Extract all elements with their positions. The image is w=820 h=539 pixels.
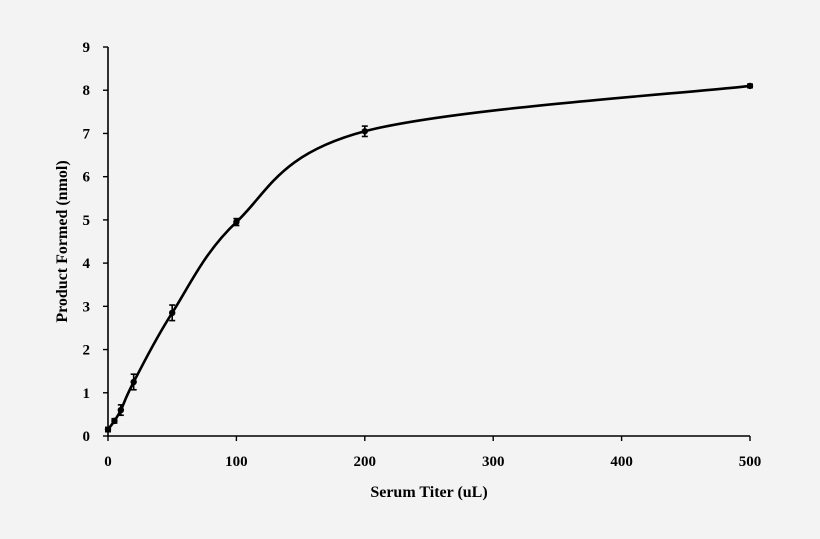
y-tick-label: 5: [83, 213, 91, 229]
plot-series: [104, 82, 754, 433]
y-tick-label: 8: [83, 83, 91, 99]
data-point: [361, 128, 368, 135]
y-ticks: 0 1 2 3 4 5 6 7 8 9: [83, 40, 108, 445]
y-tick-label: 3: [83, 299, 91, 315]
y-tick-label: 2: [83, 343, 91, 359]
y-tick-label: 6: [83, 170, 91, 186]
data-point: [169, 309, 176, 317]
x-tick-label: 100: [225, 454, 248, 470]
data-point: [117, 406, 125, 414]
y-tick-label: 0: [83, 429, 91, 445]
y-tick-label: 9: [83, 40, 91, 56]
y-tick-label: 1: [83, 386, 91, 402]
data-point: [111, 417, 118, 425]
y-tick-label: 4: [83, 256, 91, 272]
data-point: [746, 82, 754, 90]
x-axis-title: Serum Titer (uL): [370, 484, 487, 501]
x-ticks: 0 100 200 300 400 500: [104, 436, 761, 470]
data-point: [104, 426, 112, 433]
y-axis-title: Product Formed (nmol): [54, 160, 71, 322]
y-tick-label: 7: [83, 126, 91, 142]
series-line: [106, 84, 752, 431]
data-point: [233, 218, 240, 226]
x-tick-label: 400: [610, 454, 633, 470]
x-tick-label: 200: [354, 454, 377, 470]
data-point: [130, 378, 137, 386]
x-tick-label: 0: [104, 454, 112, 470]
x-tick-label: 500: [739, 454, 762, 470]
x-tick-label: 300: [482, 454, 505, 470]
axes: [107, 47, 750, 437]
